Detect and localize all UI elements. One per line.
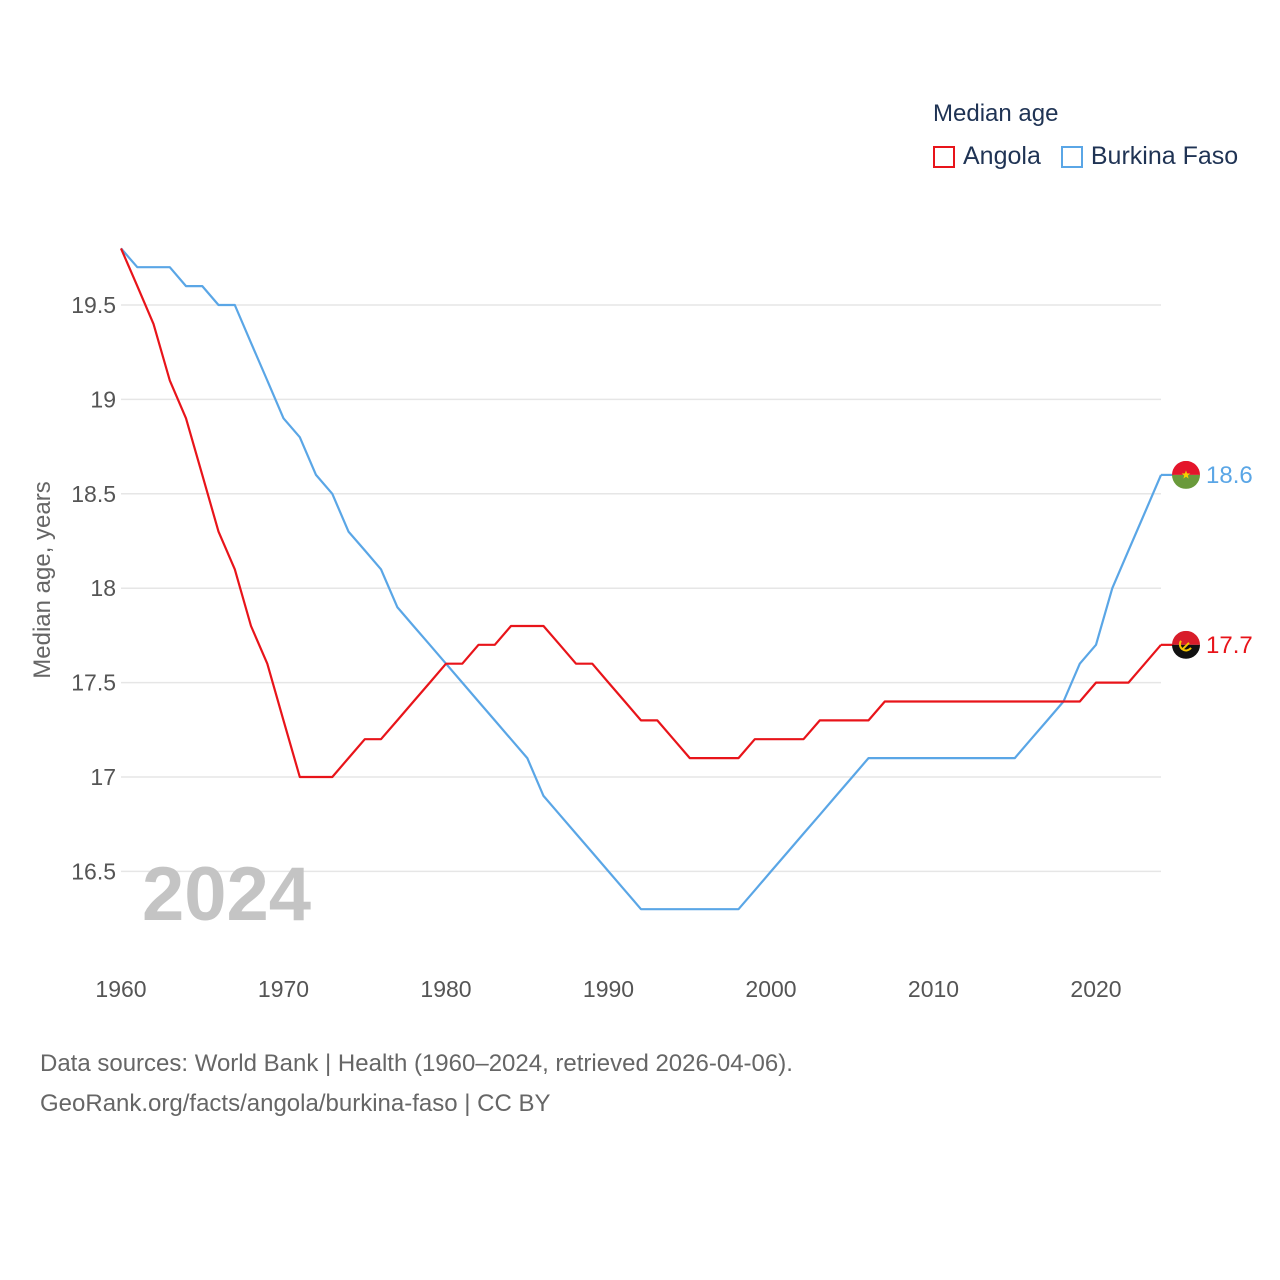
y-tick-label: 19.5 [71,292,116,318]
legend-swatch-angola [933,145,955,168]
flag-angola-icon [1172,630,1200,659]
y-axis-title: Median age, years [29,481,56,678]
legend-item-burkina-faso[interactable]: Burkina Faso [1060,142,1239,171]
series-line-burkina-faso [120,247,1163,911]
grid-lines [121,304,1161,873]
year-watermark: 2024 [142,852,311,937]
y-axis-ticks: 16.5 17 17.5 18 18.5 19 19.5 [71,292,116,884]
legend-label-burkina-faso: Burkina Faso [1090,142,1239,170]
legend-label-angola: Angola [963,142,1041,170]
series-lines [119,247,1163,911]
y-tick-label: 18.5 [71,481,116,507]
legend: Angola Burkina Faso [933,142,1258,171]
x-tick-label: 1960 [95,976,146,1002]
x-tick-label: 2000 [745,976,796,1002]
x-tick-label: 1970 [258,976,309,1002]
source-note: Data sources: World Bank | Health (1960–… [40,1044,793,1124]
x-axis-ticks: 1960 1970 1980 1990 2000 2010 2020 [95,976,1121,1002]
x-tick-label: 2020 [1070,976,1121,1002]
end-label-burkina-faso: 18.6 [1206,462,1253,489]
legend-item-angola[interactable]: Angola [933,142,1041,171]
y-tick-label: 16.5 [71,858,116,884]
source-line-1: Data sources: World Bank | Health (1960–… [40,1050,793,1077]
series-line-angola [119,247,1162,779]
source-line-2: GeoRank.org/facts/angola/burkina-faso | … [40,1090,551,1117]
y-tick-label: 19 [90,386,116,412]
x-tick-label: 1990 [583,976,634,1002]
end-label-angola: 17.7 [1206,632,1253,659]
flag-burkina-faso-icon [1172,460,1200,489]
y-tick-label: 17 [90,764,116,790]
y-tick-label: 17.5 [71,670,116,696]
x-tick-label: 2010 [908,976,959,1002]
legend-swatch-burkina-faso [1060,145,1083,168]
y-tick-label: 18 [90,575,116,601]
x-tick-label: 1980 [420,976,471,1002]
legend-title: Median age [933,100,1059,127]
end-markers: 17.7 18.6 [1161,460,1253,659]
